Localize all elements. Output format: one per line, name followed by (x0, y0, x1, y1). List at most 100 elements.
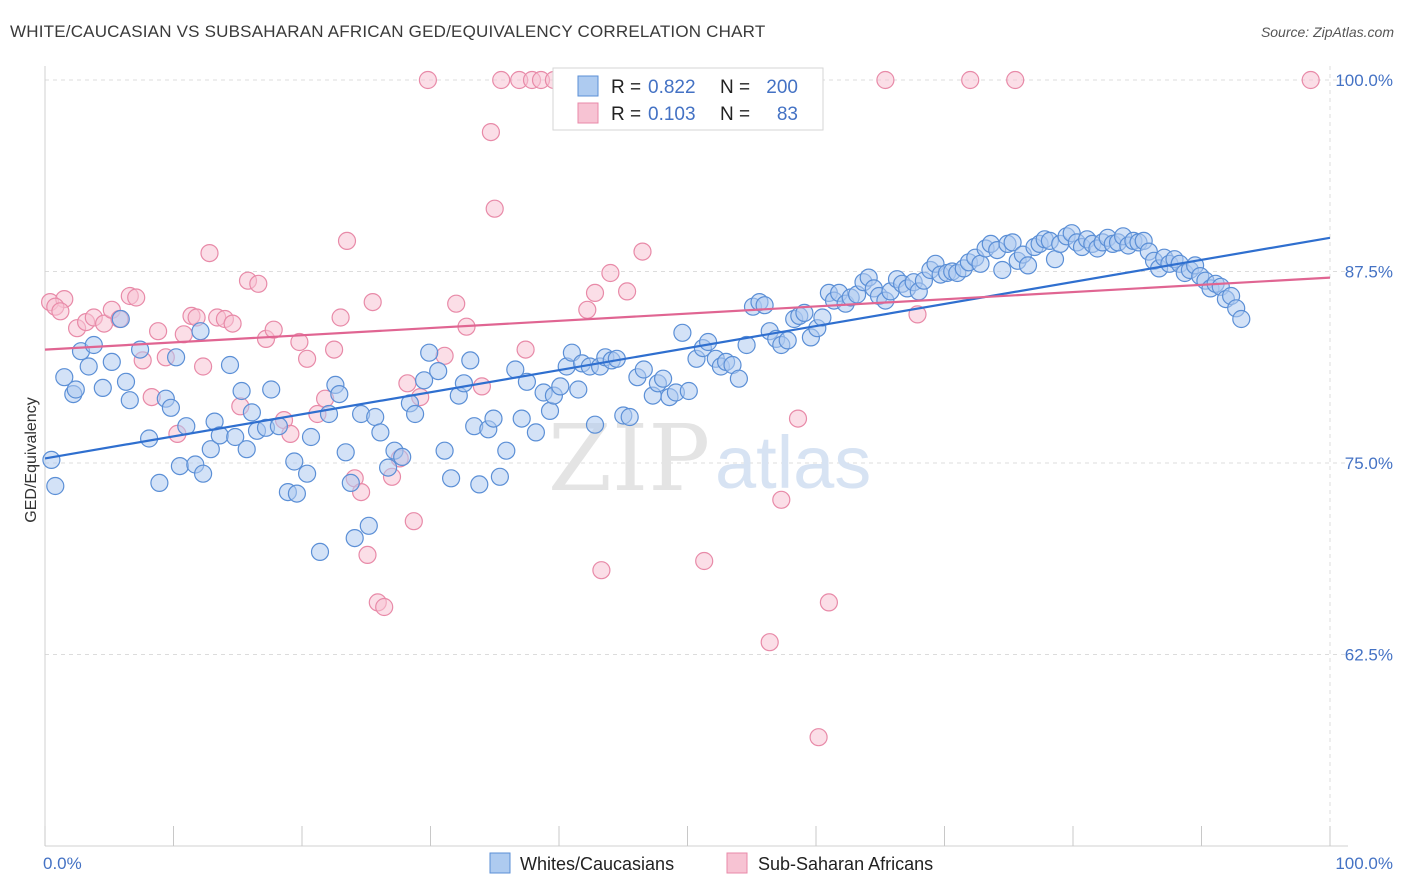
whites-point-59 (429, 362, 448, 381)
whites-trend-line (44, 236, 1331, 460)
legend-r-label-sub-saharan: R = (611, 104, 641, 125)
whites-point-149 (971, 254, 990, 273)
whites-point-22 (191, 322, 210, 341)
sub-saharan-point-25 (249, 274, 268, 293)
sub-saharan-point-30 (290, 332, 309, 352)
whites-point-7 (84, 335, 103, 355)
sub-saharan-point-15 (174, 325, 193, 344)
sub-saharan-point-52 (472, 377, 491, 396)
whites-point-50 (366, 407, 385, 427)
y-tick-labels: 62.5% 75.0% 87.5% 100.0% (1335, 71, 1393, 665)
whites-point-74 (526, 423, 546, 442)
whites-point-41 (310, 542, 330, 562)
sub-saharan-point-54 (485, 199, 504, 218)
series-whites-points (42, 224, 1251, 562)
sub-saharan-point-50 (447, 294, 466, 313)
trend-lines (44, 236, 1331, 460)
legend-r-label-whites: R = (611, 77, 641, 98)
watermark: ZIP atlas (548, 405, 871, 512)
whites-point-54 (393, 447, 412, 466)
whites-point-37 (285, 452, 304, 471)
sub-saharan-point-34 (325, 340, 344, 359)
sub-saharan-point-55 (492, 70, 511, 90)
legend-n-label-sub-saharan: N = (720, 104, 750, 125)
whites-point-72 (512, 409, 531, 428)
whites-point-107 (729, 369, 749, 388)
sub-saharan-point-9 (127, 288, 146, 307)
bottom-legend-swatch-whites (489, 852, 511, 874)
sub-saharan-point-69 (695, 551, 714, 571)
whites-point-99 (679, 381, 698, 401)
whites-point-95 (653, 369, 673, 388)
whites-point-66 (470, 475, 489, 494)
sub-saharan-trend-line (44, 276, 1331, 351)
sub-saharan-point-57 (516, 340, 535, 359)
whites-point-44 (330, 385, 349, 404)
whites-point-64 (461, 351, 480, 370)
whites-point-9 (102, 352, 121, 371)
sub-saharan-point-64 (585, 283, 605, 302)
whites-point-45 (336, 443, 355, 462)
whites-point-30 (237, 440, 256, 459)
stats-legend: R = 0.822 N = 200 R = 0.103 N = 83 (552, 67, 824, 131)
whites-point-102 (698, 332, 718, 352)
whites-point-81 (569, 380, 588, 399)
legend-swatch-sub-saharan (577, 102, 599, 124)
whites-point-92 (634, 360, 653, 379)
whites-point-70 (497, 441, 516, 460)
sub-saharan-point-80 (1301, 70, 1320, 90)
sub-saharan-point-27 (264, 320, 283, 339)
sub-saharan-point-48 (418, 70, 437, 90)
sub-saharan-point-45 (398, 374, 417, 393)
whites-point-12 (120, 391, 139, 410)
sub-saharan-point-73 (788, 409, 808, 428)
y-tick-label-2: 87.5% (1345, 263, 1393, 282)
legend-n-value-whites: 200 (766, 77, 798, 98)
sub-saharan-point-19 (200, 244, 219, 263)
whites-point-84 (585, 415, 605, 434)
whites-point-76 (540, 401, 560, 420)
sub-saharan-point-65 (592, 561, 611, 580)
whites-point-31 (242, 403, 261, 422)
x-tick-label-0: 0.0% (43, 854, 82, 873)
whites-point-158 (1018, 256, 1038, 275)
sub-saharan-point-71 (760, 633, 779, 652)
whites-point-38 (287, 484, 306, 503)
sub-saharan-point-68 (633, 242, 652, 261)
sub-saharan-point-78 (961, 70, 980, 90)
whites-point-90 (620, 407, 639, 427)
whites-point-57 (415, 371, 434, 390)
sub-saharan-point-63 (578, 300, 597, 319)
legend-r-value-whites: 0.822 (648, 77, 696, 98)
sub-saharan-point-67 (617, 282, 637, 301)
whites-point-115 (778, 331, 797, 350)
x-tick-labels: 0.0% 100.0% (43, 854, 1393, 873)
sub-saharan-point-82 (51, 302, 70, 321)
bottom-legend-label-whites: Whites/Caucasians (520, 854, 674, 874)
legend-r-value-sub-saharan: 0.103 (648, 104, 696, 125)
sub-saharan-point-46 (404, 512, 423, 531)
whites-point-6 (79, 357, 98, 376)
sub-saharan-point-36 (337, 231, 357, 250)
whites-point-60 (435, 441, 454, 460)
legend-n-label-whites: N = (720, 77, 750, 98)
whites-point-58 (420, 343, 439, 362)
whites-point-118 (795, 303, 814, 322)
whites-point-69 (490, 467, 509, 486)
source-label: Source: ZipAtlas.com (1260, 24, 1394, 40)
whites-point-15 (150, 473, 169, 492)
whites-point-2 (55, 368, 74, 387)
y-tick-label-1: 75.0% (1345, 454, 1393, 473)
whites-point-163 (1045, 250, 1065, 269)
whites-point-46 (341, 473, 360, 492)
whites-point-24 (201, 440, 220, 459)
whites-point-56 (406, 404, 425, 424)
whites-point-52 (379, 458, 398, 477)
sub-saharan-point-18 (194, 357, 213, 376)
sub-saharan-point-72 (772, 490, 791, 509)
legend-swatch-whites (577, 75, 599, 97)
series-legend: Whites/Caucasians Sub-Saharan Africans (489, 852, 933, 874)
whites-point-61 (442, 469, 461, 488)
whites-point-4 (66, 380, 85, 399)
